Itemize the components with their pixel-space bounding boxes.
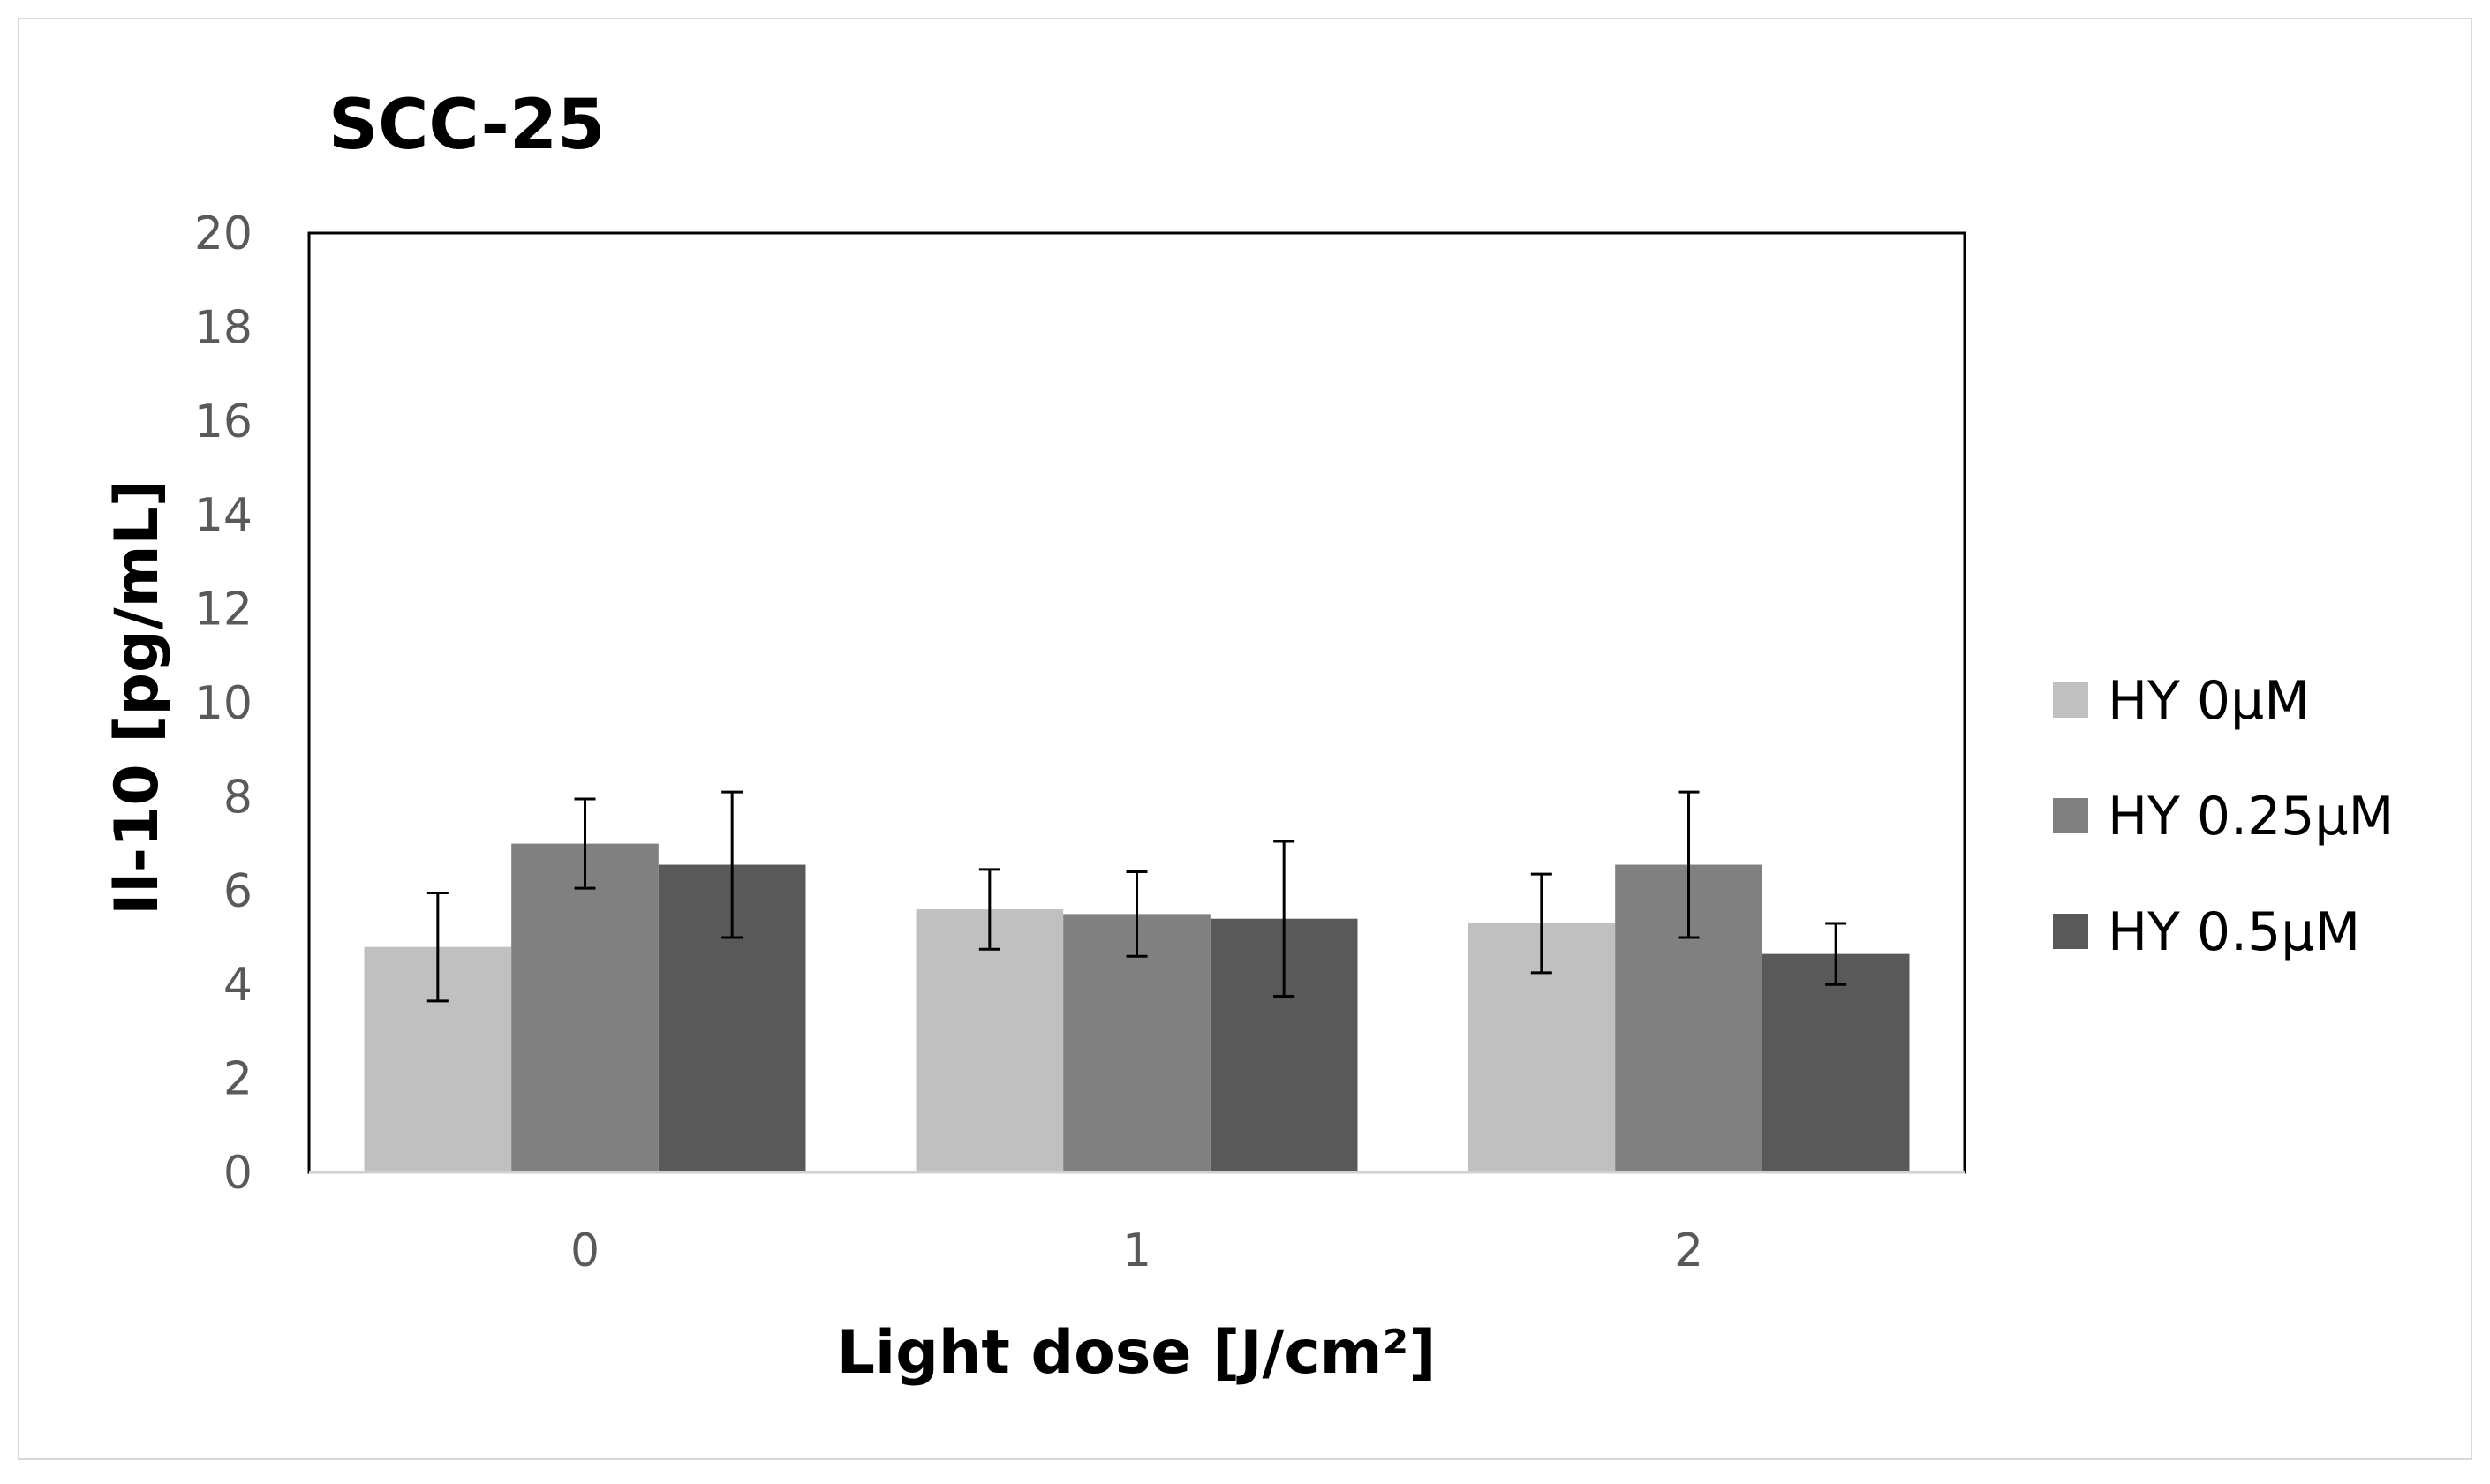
legend-label: HY 0.5µM bbox=[2108, 901, 2360, 963]
y-tick-label: 2 bbox=[223, 1053, 253, 1106]
legend-swatch bbox=[2053, 798, 2088, 833]
y-tick-label: 16 bbox=[194, 395, 253, 448]
y-tick-label: 6 bbox=[223, 865, 253, 918]
y-tick-label: 4 bbox=[223, 959, 253, 1012]
y-tick-label: 8 bbox=[223, 771, 253, 824]
y-tick-label: 20 bbox=[194, 207, 253, 260]
bar bbox=[916, 909, 1064, 1172]
bar bbox=[1762, 953, 1910, 1172]
y-tick-label: 0 bbox=[223, 1147, 253, 1200]
y-axis-ticks: 0 2 4 6 8 10 12 14 16 18 20 bbox=[194, 207, 253, 1200]
legend-label: HY 0.25µM bbox=[2108, 786, 2394, 847]
bar bbox=[511, 843, 659, 1172]
x-tick-label: 1 bbox=[1122, 1224, 1151, 1277]
chart-frame bbox=[18, 18, 2472, 1460]
x-axis-ticks: 0 1 2 bbox=[570, 1224, 1703, 1277]
legend-swatch bbox=[2053, 682, 2088, 718]
y-tick-label: 12 bbox=[194, 584, 253, 637]
x-tick-label: 0 bbox=[570, 1224, 600, 1277]
x-axis-title: Light dose [J/cm²] bbox=[837, 1318, 1437, 1388]
y-tick-label: 18 bbox=[194, 301, 253, 354]
y-tick-label: 14 bbox=[194, 489, 253, 542]
x-tick-label: 2 bbox=[1674, 1224, 1703, 1277]
error-bars bbox=[426, 790, 1847, 1003]
legend-label: HY 0µM bbox=[2108, 670, 2310, 732]
y-axis-title: Il-10 [pg/mL] bbox=[102, 479, 172, 915]
legend: HY 0µM HY 0.25µM HY 0.5µM bbox=[2053, 670, 2394, 963]
y-tick-label: 10 bbox=[194, 677, 253, 730]
chart-title: SCC-25 bbox=[328, 86, 605, 165]
legend-swatch bbox=[2053, 914, 2088, 949]
